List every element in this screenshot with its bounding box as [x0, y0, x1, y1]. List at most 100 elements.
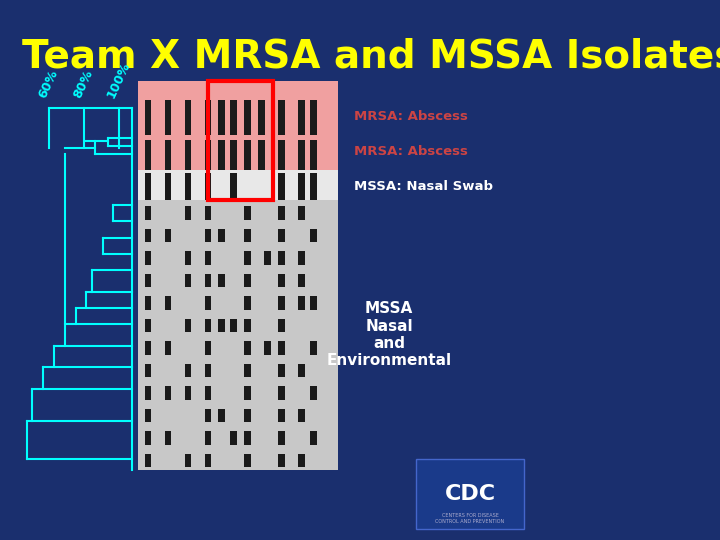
- Bar: [310, 386, 317, 400]
- Bar: [184, 140, 191, 170]
- Bar: [299, 100, 305, 135]
- Bar: [204, 100, 211, 135]
- Bar: [299, 296, 305, 309]
- Text: 80%: 80%: [71, 68, 96, 100]
- Bar: [245, 454, 251, 467]
- Bar: [279, 363, 285, 377]
- Bar: [279, 454, 285, 467]
- Bar: [279, 274, 285, 287]
- Bar: [204, 454, 211, 467]
- Bar: [299, 173, 305, 200]
- Bar: [279, 173, 285, 200]
- Bar: [145, 206, 151, 220]
- Bar: [279, 431, 285, 444]
- Bar: [279, 251, 285, 265]
- Bar: [218, 274, 225, 287]
- Bar: [138, 81, 338, 470]
- Bar: [204, 206, 211, 220]
- Bar: [230, 140, 237, 170]
- Bar: [145, 251, 151, 265]
- Bar: [310, 228, 317, 242]
- Text: MSSA: Nasal Swab: MSSA: Nasal Swab: [354, 180, 493, 193]
- Text: 100%: 100%: [105, 59, 133, 100]
- Bar: [184, 454, 191, 467]
- Bar: [145, 386, 151, 400]
- Bar: [279, 296, 285, 309]
- Bar: [245, 251, 251, 265]
- Text: MRSA: Abscess: MRSA: Abscess: [354, 110, 468, 123]
- Bar: [165, 386, 171, 400]
- Bar: [299, 140, 305, 170]
- Bar: [165, 100, 171, 135]
- Bar: [279, 386, 285, 400]
- Bar: [204, 274, 211, 287]
- Bar: [184, 251, 191, 265]
- Bar: [145, 274, 151, 287]
- Bar: [245, 140, 251, 170]
- Bar: [310, 341, 317, 355]
- Bar: [145, 363, 151, 377]
- Bar: [279, 341, 285, 355]
- Bar: [299, 363, 305, 377]
- Bar: [310, 431, 317, 444]
- Text: Team X MRSA and MSSA Isolates: Team X MRSA and MSSA Isolates: [22, 38, 720, 76]
- Bar: [279, 319, 285, 332]
- Bar: [279, 228, 285, 242]
- Bar: [184, 274, 191, 287]
- Bar: [165, 140, 171, 170]
- Bar: [218, 319, 225, 332]
- Bar: [145, 296, 151, 309]
- Bar: [264, 341, 271, 355]
- Bar: [299, 454, 305, 467]
- Bar: [245, 228, 251, 242]
- Bar: [204, 140, 211, 170]
- Bar: [245, 319, 251, 332]
- Bar: [230, 319, 237, 332]
- Bar: [310, 140, 317, 170]
- Bar: [184, 319, 191, 332]
- Bar: [184, 100, 191, 135]
- Bar: [184, 386, 191, 400]
- Bar: [245, 274, 251, 287]
- Bar: [230, 100, 237, 135]
- Bar: [165, 431, 171, 444]
- Bar: [245, 363, 251, 377]
- Bar: [245, 100, 251, 135]
- Bar: [204, 363, 211, 377]
- Bar: [145, 341, 151, 355]
- Bar: [184, 363, 191, 377]
- Text: CDC: CDC: [444, 484, 495, 504]
- Bar: [204, 296, 211, 309]
- Bar: [145, 431, 151, 444]
- Bar: [245, 341, 251, 355]
- Bar: [204, 409, 211, 422]
- Bar: [204, 386, 211, 400]
- Bar: [258, 140, 265, 170]
- Bar: [145, 173, 151, 200]
- Bar: [218, 409, 225, 422]
- Bar: [279, 206, 285, 220]
- Bar: [145, 454, 151, 467]
- Bar: [204, 228, 211, 242]
- Bar: [264, 251, 271, 265]
- Bar: [299, 409, 305, 422]
- Bar: [138, 170, 338, 200]
- Bar: [279, 100, 285, 135]
- Bar: [145, 409, 151, 422]
- Bar: [279, 409, 285, 422]
- Bar: [279, 140, 285, 170]
- Bar: [299, 206, 305, 220]
- Bar: [184, 206, 191, 220]
- Bar: [138, 81, 338, 170]
- Bar: [416, 459, 524, 529]
- Bar: [204, 251, 211, 265]
- Bar: [218, 228, 225, 242]
- Bar: [165, 228, 171, 242]
- Bar: [218, 140, 225, 170]
- Bar: [245, 386, 251, 400]
- Bar: [145, 228, 151, 242]
- Bar: [208, 81, 273, 200]
- Bar: [165, 341, 171, 355]
- Bar: [204, 431, 211, 444]
- Bar: [245, 409, 251, 422]
